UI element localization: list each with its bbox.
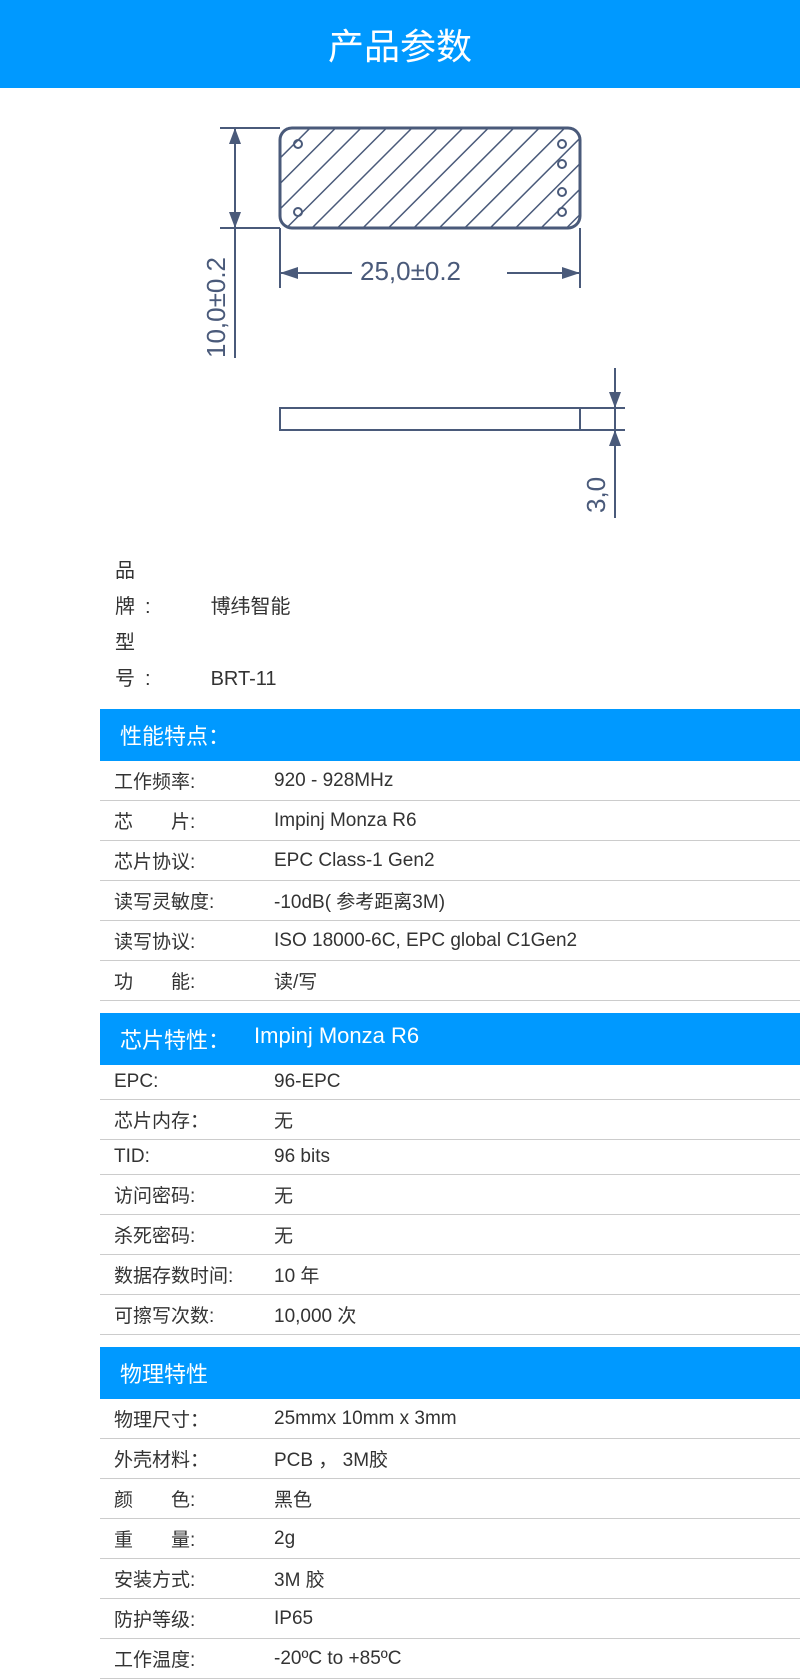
- section-title: 物理特性: [120, 1357, 208, 1389]
- table-row: 访问密码:无: [100, 1175, 800, 1215]
- brand-value: 博纬智能: [211, 596, 291, 618]
- spec-key: 工作频率:: [100, 761, 260, 801]
- table-row: 杀死密码:无: [100, 1215, 800, 1255]
- section-header: 物理特性: [100, 1347, 800, 1399]
- table-row: 数据存数时间:10 年: [100, 1255, 800, 1295]
- table-row: 功 能:读/写: [100, 961, 800, 1001]
- spec-value: 读/写: [260, 961, 800, 1001]
- page-title: 产品参数: [0, 0, 800, 88]
- svg-text:25,0±0.2: 25,0±0.2: [360, 256, 461, 286]
- spec-value: 3M 胶: [260, 1559, 800, 1599]
- spec-value: EPC Class-1 Gen2: [260, 841, 800, 881]
- spec-key: 功 能:: [100, 961, 260, 1001]
- table-row: 颜 色:黑色: [100, 1479, 800, 1519]
- spec-key: EPC:: [100, 1065, 260, 1100]
- spec-value: 96 bits: [260, 1140, 800, 1175]
- section-header: 性能特点：: [100, 709, 800, 761]
- spec-value: IP65: [260, 1599, 800, 1639]
- table-row: 工作频率:920 - 928MHz: [100, 761, 800, 801]
- table-row: 可擦写次数:10,000 次: [100, 1295, 800, 1335]
- spec-value: 无: [260, 1215, 800, 1255]
- model-value: BRT-11: [211, 668, 277, 690]
- spec-value: PCB ， 3M胶: [260, 1439, 800, 1479]
- spec-table: 工作频率:920 - 928MHz芯 片:Impinj Monza R6芯片协议…: [100, 761, 800, 1001]
- spec-key: 物理尺寸：: [100, 1399, 260, 1439]
- spec-key: 芯片协议:: [100, 841, 260, 881]
- table-row: TID:96 bits: [100, 1140, 800, 1175]
- spec-key: 颜 色:: [100, 1479, 260, 1519]
- spec-value: 无: [260, 1100, 800, 1140]
- spec-value: 96-EPC: [260, 1065, 800, 1100]
- spec-table: EPC:96-EPC芯片内存：无TID:96 bits访问密码:无杀死密码:无数…: [100, 1065, 800, 1335]
- spec-value: 2g: [260, 1519, 800, 1559]
- spec-value: Impinj Monza R6: [260, 801, 800, 841]
- spec-key: 可擦写次数:: [100, 1295, 260, 1335]
- table-row: 重 量:2g: [100, 1519, 800, 1559]
- spec-key: 安装方式:: [100, 1559, 260, 1599]
- table-row: 物理尺寸：25mmx 10mm x 3mm: [100, 1399, 800, 1439]
- basic-info: 品 牌: 博纬智能 型 号: BRT-11: [0, 553, 800, 697]
- spec-value: 10 年: [260, 1255, 800, 1295]
- dim-thickness-label: 3,0: [581, 477, 611, 513]
- table-row: 安装方式:3M 胶: [100, 1559, 800, 1599]
- spec-value: 920 - 928MHz: [260, 761, 800, 801]
- spec-value: 25mmx 10mm x 3mm: [260, 1399, 800, 1439]
- section-title: 芯片特性：: [120, 1023, 230, 1055]
- spec-key: 芯片内存：: [100, 1100, 260, 1140]
- section-header: 芯片特性： Impinj Monza R6: [100, 1013, 800, 1065]
- table-row: 防护等级:IP65: [100, 1599, 800, 1639]
- spec-value: -10dB( 参考距离3M): [260, 881, 800, 921]
- section-subtitle: Impinj Monza R6: [254, 1023, 419, 1055]
- table-row: 芯 片:Impinj Monza R6: [100, 801, 800, 841]
- spec-key: 芯 片:: [100, 801, 260, 841]
- spec-value: -20ºC to +85ºC: [260, 1639, 800, 1679]
- brand-label: 品 牌:: [115, 553, 205, 625]
- dim-height-label: 10,0±0.2: [201, 257, 231, 358]
- spec-key: 读写协议:: [100, 921, 260, 961]
- spec-key: 外壳材料：: [100, 1439, 260, 1479]
- model-label: 型 号:: [115, 625, 205, 697]
- spec-key: 读写灵敏度:: [100, 881, 260, 921]
- table-row: 芯片协议:EPC Class-1 Gen2: [100, 841, 800, 881]
- spec-table: 物理尺寸：25mmx 10mm x 3mm外壳材料：PCB ， 3M胶颜 色:黑…: [100, 1399, 800, 1679]
- spec-key: 防护等级:: [100, 1599, 260, 1639]
- table-row: 工作温度:-20ºC to +85ºC: [100, 1639, 800, 1679]
- spec-key: 杀死密码:: [100, 1215, 260, 1255]
- spec-key: TID:: [100, 1140, 260, 1175]
- spec-value: 无: [260, 1175, 800, 1215]
- table-row: EPC:96-EPC: [100, 1065, 800, 1100]
- spec-key: 数据存数时间:: [100, 1255, 260, 1295]
- spec-key: 工作温度:: [100, 1639, 260, 1679]
- spec-value: 10,000 次: [260, 1295, 800, 1335]
- spec-key: 重 量:: [100, 1519, 260, 1559]
- spec-value: ISO 18000-6C, EPC global C1Gen2: [260, 921, 800, 961]
- table-row: 读写灵敏度:-10dB( 参考距离3M): [100, 881, 800, 921]
- spec-value: 黑色: [260, 1479, 800, 1519]
- table-row: 外壳材料：PCB ， 3M胶: [100, 1439, 800, 1479]
- table-row: 芯片内存：无: [100, 1100, 800, 1140]
- dimension-diagram: 10,0±0.2 25,0±0.2 25,0±0.2 3,0: [0, 88, 800, 553]
- section-title: 性能特点：: [120, 719, 230, 751]
- spec-key: 访问密码:: [100, 1175, 260, 1215]
- table-row: 读写协议:ISO 18000-6C, EPC global C1Gen2: [100, 921, 800, 961]
